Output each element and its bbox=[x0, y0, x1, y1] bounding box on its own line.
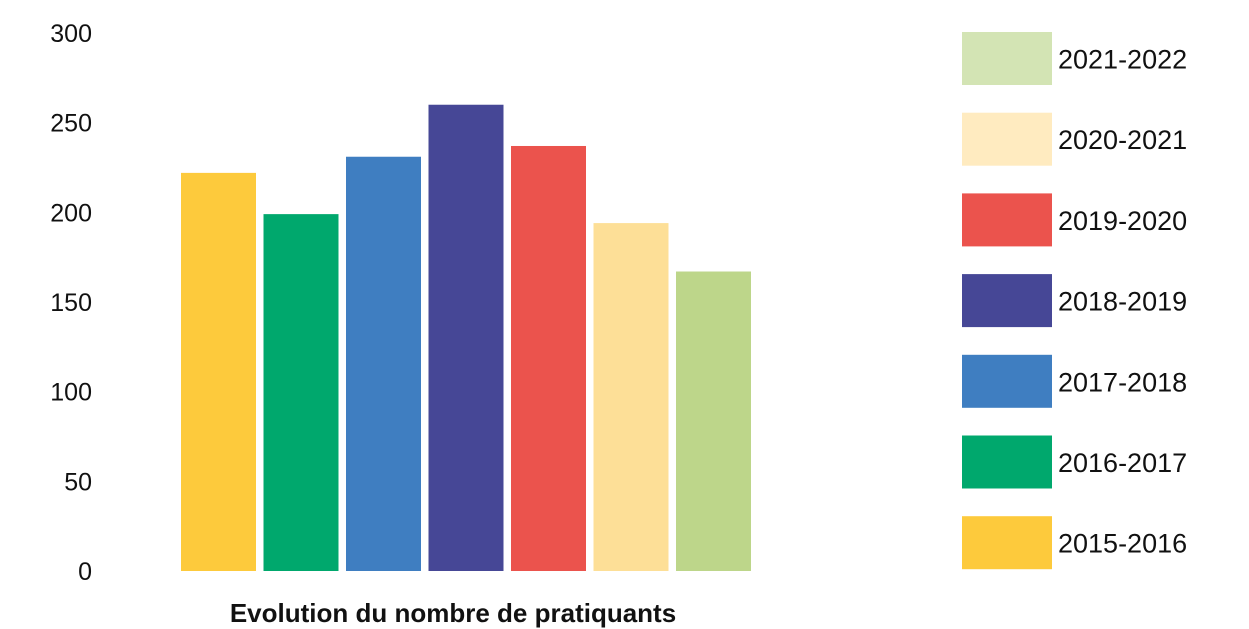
bar-2019-2020 bbox=[511, 145, 586, 572]
legend-item: 2021-2022 bbox=[962, 32, 1187, 85]
y-tick-label: 100 bbox=[50, 379, 92, 407]
y-tick-label: 250 bbox=[50, 110, 92, 138]
legend-label: 2020-2021 bbox=[1058, 125, 1187, 155]
legend-swatch bbox=[962, 274, 1052, 328]
legend-item: 2019-2020 bbox=[962, 193, 1187, 247]
y-tick-label: 50 bbox=[64, 468, 92, 496]
legend-swatch bbox=[962, 32, 1052, 85]
legend-label: 2018-2019 bbox=[1058, 287, 1187, 317]
legend-swatch bbox=[962, 435, 1052, 489]
x-axis-label: Evolution du nombre de pratiquants bbox=[230, 598, 676, 628]
bar-2017-2018 bbox=[346, 156, 421, 572]
legend-item: 2018-2019 bbox=[962, 274, 1187, 328]
y-tick-label: 200 bbox=[50, 199, 92, 227]
legend-label: 2015-2016 bbox=[1058, 529, 1187, 559]
y-axis: 0 50 100 150 200 250 300 bbox=[50, 20, 92, 586]
bar-2021-2022 bbox=[676, 271, 751, 571]
bar-2015-2016 bbox=[181, 172, 256, 571]
legend-item: 2017-2018 bbox=[962, 354, 1187, 408]
legend-item: 2015-2016 bbox=[962, 516, 1187, 570]
legend-swatch bbox=[962, 516, 1052, 570]
bar-2018-2019 bbox=[428, 104, 504, 571]
legend-label: 2016-2017 bbox=[1058, 448, 1187, 478]
legend-item: 2020-2021 bbox=[962, 112, 1187, 166]
bar-2016-2017 bbox=[263, 214, 339, 572]
bar-2020-2021 bbox=[593, 223, 669, 572]
legend-item: 2016-2017 bbox=[962, 435, 1187, 489]
legend: 2021-2022 2020-2021 2019-2020 2018-2019 2017… bbox=[962, 32, 1187, 570]
legend-label: 2019-2020 bbox=[1058, 206, 1187, 236]
legend-label: 2021-2022 bbox=[1058, 45, 1187, 75]
bars bbox=[181, 104, 751, 572]
y-tick-label: 150 bbox=[50, 289, 92, 317]
legend-swatch bbox=[962, 354, 1052, 408]
y-tick-label: 0 bbox=[78, 558, 92, 586]
legend-swatch bbox=[962, 193, 1052, 247]
legend-label: 2017-2018 bbox=[1058, 367, 1187, 397]
legend-swatch bbox=[962, 112, 1052, 166]
y-tick-label: 300 bbox=[50, 20, 92, 48]
